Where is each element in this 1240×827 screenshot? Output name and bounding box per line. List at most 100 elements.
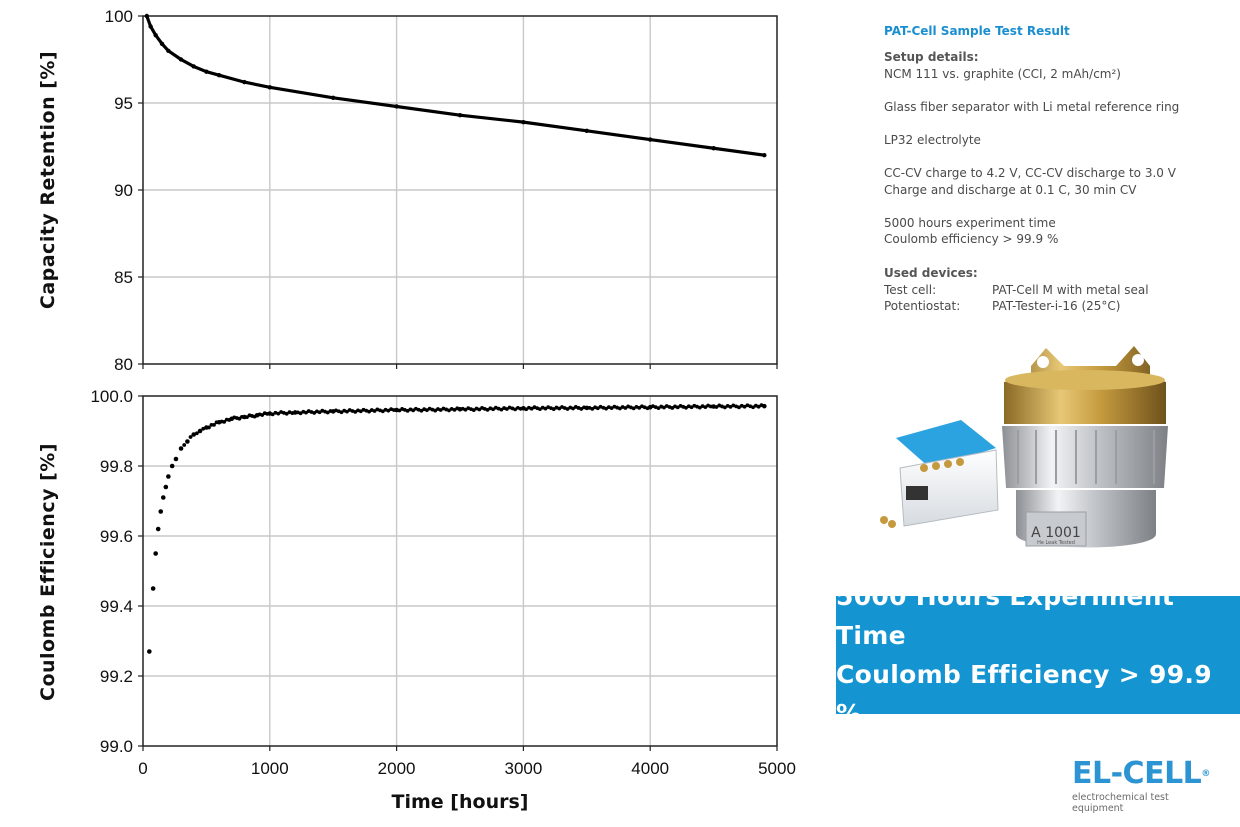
data-point xyxy=(178,57,184,62)
data-point xyxy=(163,484,169,490)
y-tick-label: 90 xyxy=(114,181,133,200)
potentiostat-icon xyxy=(880,420,999,528)
data-point xyxy=(254,412,260,418)
data-point-fill xyxy=(751,405,755,410)
data-point-fill xyxy=(339,410,344,415)
data-point-fill xyxy=(463,407,468,412)
data-point xyxy=(267,411,273,416)
device-row: Potentiostat: PAT-Tester-i-16 (25°C) xyxy=(884,298,1224,315)
data-point-fill xyxy=(345,409,349,414)
data-point xyxy=(166,48,171,53)
data-point-fill xyxy=(742,404,747,409)
data-point xyxy=(197,428,203,434)
data-point xyxy=(204,425,209,430)
data-point xyxy=(216,72,222,78)
data-point-fill xyxy=(212,422,216,427)
data-point-fill xyxy=(380,409,385,414)
data-point xyxy=(160,495,166,500)
pat-cell-icon: A 1001 He Leak Tested xyxy=(1002,346,1168,548)
setup-line: Charge and discharge at 0.1 C, 30 min CV xyxy=(884,182,1137,197)
data-point xyxy=(153,551,158,556)
data-point-fill xyxy=(182,443,187,447)
y-tick-label: 99.2 xyxy=(100,667,133,686)
el-cell-logo: EL-CELL® electrochemical test equipment xyxy=(1072,756,1222,815)
logo-reg: ® xyxy=(1201,769,1210,779)
setup-line: Coulomb efficiency > 99.9 % xyxy=(884,232,1059,246)
data-point xyxy=(159,41,165,47)
data-point-fill xyxy=(222,419,227,424)
data-point-fill xyxy=(276,411,281,416)
x-tick-label: 0 xyxy=(138,759,147,778)
devices-heading: Used devices: xyxy=(884,265,978,280)
y-tick-label: 85 xyxy=(114,268,133,287)
data-point xyxy=(521,405,526,411)
data-point xyxy=(178,446,184,451)
data-point-fill xyxy=(491,407,495,412)
data-point-fill xyxy=(284,411,289,416)
logo-name: EL-CELL xyxy=(1072,756,1202,791)
setup-heading: Setup details: xyxy=(884,50,979,64)
data-point xyxy=(647,404,653,410)
y-tick-label: 95 xyxy=(114,94,133,113)
setup-line xyxy=(884,149,1224,166)
device-sublabel: He Leak Tested xyxy=(1037,540,1075,546)
data-point xyxy=(155,526,161,532)
data-point xyxy=(330,409,336,414)
x-tick-label: 5000 xyxy=(758,759,796,778)
data-point xyxy=(457,112,463,118)
data-point-fill xyxy=(737,405,741,410)
data-point xyxy=(229,416,235,422)
data-point-fill xyxy=(386,408,391,413)
data-point xyxy=(166,474,171,479)
data-point-fill xyxy=(485,407,490,412)
data-point xyxy=(150,586,156,591)
setup-line xyxy=(884,83,1224,100)
data-point-fill xyxy=(728,404,733,409)
logo-tagline: electrochemical test equipment xyxy=(1072,792,1169,814)
x-tick-label: 1000 xyxy=(251,759,289,778)
y-tick-label: 99.6 xyxy=(100,527,133,546)
y-tick-label: 99.0 xyxy=(100,737,133,756)
data-point-fill xyxy=(188,435,193,439)
setup-line: CC-CV charge to 4.2 V, CC-CV discharge t… xyxy=(884,166,1176,180)
data-point xyxy=(292,410,298,415)
device-key: Potentiostat: xyxy=(884,299,961,313)
data-point xyxy=(147,649,152,654)
data-point xyxy=(144,13,150,19)
y-tick-label: 100.0 xyxy=(90,387,133,406)
data-point xyxy=(394,407,399,413)
data-point-fill xyxy=(477,407,482,412)
data-point xyxy=(648,137,653,142)
info-title: PAT-Cell Sample Test Result xyxy=(884,24,1070,38)
x-axis-label: Time [hours] xyxy=(392,791,529,813)
data-point xyxy=(169,463,175,469)
setup-line: 5000 hours experiment time xyxy=(884,215,1056,230)
setup-line xyxy=(884,198,1224,215)
data-point xyxy=(191,432,197,437)
device-row: Test cell: PAT-Cell M with metal seal xyxy=(884,282,1224,299)
setup-line: Glass fiber separator with Li metal refe… xyxy=(884,100,1180,114)
setup-line xyxy=(884,116,1224,133)
highlight-banner: 5000 Hours Experiment Time Coulomb Effic… xyxy=(836,582,1240,728)
setup-lines: NCM 111 vs. graphite (CCI, 2 mAh/cm²) Gl… xyxy=(884,66,1224,248)
y-tick-label: 99.4 xyxy=(100,597,133,616)
data-point xyxy=(158,509,164,514)
data-point xyxy=(762,403,767,409)
y-tick-label: 80 xyxy=(114,355,133,374)
plot-area xyxy=(143,396,777,746)
data-point-fill xyxy=(353,410,358,414)
data-point-fill xyxy=(756,404,761,409)
data-point-fill xyxy=(513,407,518,412)
data-point xyxy=(584,405,590,411)
y-tick-label: 100 xyxy=(105,7,133,26)
data-point xyxy=(711,146,716,151)
setup-line: NCM 111 vs. graphite (CCI, 2 mAh/cm²) xyxy=(884,67,1121,81)
y-axis-label-coulomb: Coulomb Efficiency [%] xyxy=(37,443,59,701)
data-point xyxy=(267,85,272,90)
data-point-fill xyxy=(471,408,476,412)
data-point xyxy=(191,64,196,69)
data-point-fill xyxy=(358,409,363,414)
data-point xyxy=(148,24,153,29)
x-tick-label: 2000 xyxy=(378,759,416,778)
device-rows: Test cell: PAT-Cell M with metal seal Pote… xyxy=(884,282,1224,315)
